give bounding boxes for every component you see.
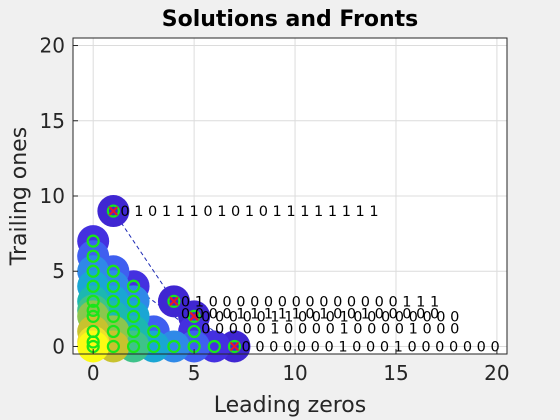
axis-ticks: 0 5 10 15 20 0 5 10 15 20 xyxy=(40,34,510,385)
solution-label: 0 0 0 0 0 1 0 0 0 0 1 0 0 0 0 1 0 0 0 xyxy=(201,321,459,337)
front-point-ring xyxy=(86,294,100,308)
solution-labels: 0 1 0 1 1 1 0 1 0 1 0 1 1 1 1 1 1 1 1 0 1… xyxy=(120,204,499,355)
front-point-ring xyxy=(167,294,181,308)
front-point-ring xyxy=(126,339,141,354)
solution-label: 0 1 0 0 0 0 0 0 0 0 0 0 0 0 0 0 1 1 1 xyxy=(181,294,439,310)
front-point-ring xyxy=(126,294,141,308)
x-tick-label: 10 xyxy=(282,361,307,385)
x-tick-label: 5 xyxy=(188,361,201,385)
front-point-ring xyxy=(106,204,120,218)
solution-label: 0 0 0 0 0 0 0 1 0 0 0 1 0 0 0 0 0 0 0 xyxy=(241,339,499,355)
solution-markers xyxy=(108,206,240,352)
front-point-ring xyxy=(106,294,120,308)
front-point-ring xyxy=(187,309,201,323)
y-tick-label: 20 xyxy=(40,34,65,58)
front-point-ring xyxy=(86,303,100,317)
front-point-ring xyxy=(86,264,100,278)
y-tick-label: 15 xyxy=(40,109,65,133)
front-point-ring xyxy=(126,324,141,339)
solution-marker xyxy=(229,341,240,352)
front-point-ring xyxy=(227,339,242,354)
solution-label: 0 0 0 0 0 1 1 0 0 0 1 0 0 0 0 0 0 0 0 xyxy=(201,309,459,325)
front-point-ring xyxy=(106,339,120,354)
x-tick-label: 15 xyxy=(383,361,408,385)
front-point-ring xyxy=(86,279,100,293)
front-point-ring xyxy=(86,234,100,248)
front-point-ring xyxy=(147,324,161,339)
solution-label: 0 1 0 1 1 1 0 1 0 1 0 1 1 1 1 1 1 1 1 xyxy=(120,204,378,220)
front-point-ring xyxy=(147,339,161,354)
front-point-ring xyxy=(167,339,181,354)
front-point-ring xyxy=(207,339,221,354)
y-tick-label: 0 xyxy=(52,334,65,358)
y-tick-label: 10 xyxy=(40,184,65,208)
x-axis-label: Leading zeros xyxy=(214,393,366,418)
front-point-ring xyxy=(126,279,141,293)
front-point-ring xyxy=(106,324,120,339)
solution-marker xyxy=(189,311,199,322)
solution-marker xyxy=(108,206,119,216)
x-tick-label: 0 xyxy=(87,361,100,385)
grid xyxy=(73,38,507,354)
solution-label: 0 0 0 0 1 1 1 1 1 0 1 0 0 1 0 0 0 0 0 xyxy=(181,306,439,322)
front-point-ring xyxy=(106,309,120,323)
front-point-ring xyxy=(106,279,120,293)
solution-marker xyxy=(169,296,179,307)
front-point-ring xyxy=(126,309,141,323)
front-point-ring xyxy=(86,249,100,263)
front-point-ring xyxy=(86,335,100,349)
x-tick-label: 20 xyxy=(484,361,509,385)
front-point-ring xyxy=(187,324,201,339)
y-tick-label: 5 xyxy=(52,259,65,283)
chart-title: Solutions and Fronts xyxy=(162,7,419,32)
front-point-ring xyxy=(106,264,120,278)
y-axis-label: Trailing ones xyxy=(7,127,32,266)
front-point-ring xyxy=(86,309,100,323)
